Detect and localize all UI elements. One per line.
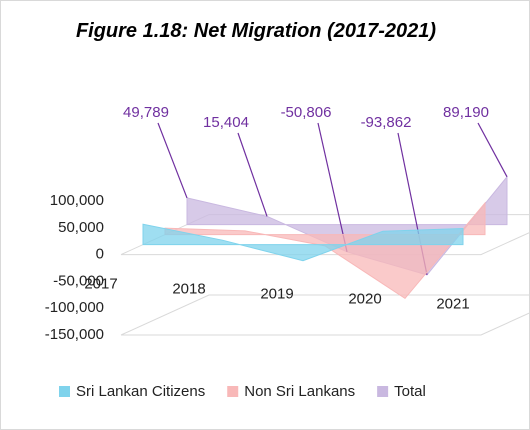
legend-swatch bbox=[227, 386, 239, 397]
x-tick-label: 2019 bbox=[260, 286, 293, 303]
y-tick-label: -50,000 bbox=[53, 272, 104, 289]
leader-line bbox=[317, 122, 348, 252]
data-label: -93,862 bbox=[361, 114, 412, 131]
legend-swatch bbox=[377, 386, 389, 397]
area bbox=[142, 223, 464, 262]
leader-line bbox=[477, 122, 508, 178]
y-tick-label: -100,000 bbox=[45, 299, 104, 316]
data-label: -50,806 bbox=[281, 104, 332, 121]
data-label: 15,404 bbox=[203, 114, 249, 131]
y-tick-label: 100,000 bbox=[50, 192, 104, 209]
y-tick-label: 0 bbox=[96, 246, 104, 263]
data-label: 89,190 bbox=[443, 104, 489, 121]
chart-title: Figure 1.18: Net Migration (2017-2021) bbox=[75, 20, 437, 42]
area bbox=[164, 201, 486, 300]
x-tick-label: 2020 bbox=[348, 291, 381, 308]
legend-label: Total bbox=[394, 383, 426, 400]
y-tick-label: 50,000 bbox=[58, 219, 104, 236]
grid-plane bbox=[120, 294, 529, 336]
legend-swatch bbox=[59, 386, 70, 397]
x-tick-label: 2021 bbox=[436, 296, 469, 313]
data-label: 49,789 bbox=[123, 104, 169, 121]
legend-label: Non Sri Lankans bbox=[244, 383, 355, 400]
leader-line bbox=[157, 122, 188, 199]
leader-line bbox=[237, 132, 268, 217]
y-tick-label: -150,000 bbox=[45, 326, 104, 343]
x-tick-label: 2018 bbox=[172, 281, 205, 298]
x-tick-label: 2017 bbox=[84, 276, 117, 293]
legend-label: Sri Lankan Citizens bbox=[76, 383, 205, 400]
